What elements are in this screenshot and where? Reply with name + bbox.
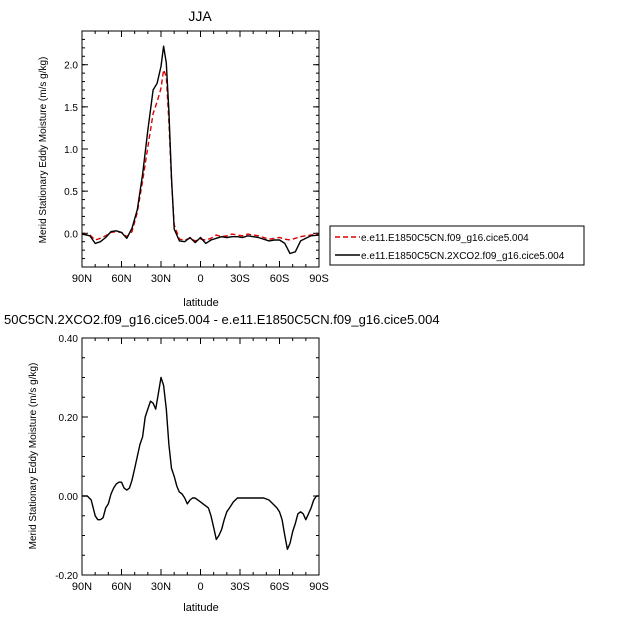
x-tick-label: 30N <box>151 273 171 285</box>
bottom-axis-ticks: 90N 60N 30N 0 30S 60S 90S -0.20 0.00 0.20 0.40 <box>55 334 329 593</box>
bottom-y-axis-label: Merid Stationary Eddy Moisture (m/s g/kg… <box>28 363 39 550</box>
bottom-panel: 50C5CN.2XCO2.f09_g16.cice5.004 - e.e11.E… <box>4 312 440 614</box>
y-tick-label: 0.5 <box>64 187 78 198</box>
top-plot-frame <box>81 30 320 268</box>
x-tick-label: 90S <box>309 581 329 593</box>
x-tick-label: 90N <box>72 581 92 593</box>
y-tick-label: 0.40 <box>59 334 79 345</box>
bottom-chart-title: 50C5CN.2XCO2.f09_g16.cice5.004 - e.e11.E… <box>4 312 440 327</box>
bottom-x-axis-label: latitude <box>183 602 218 614</box>
y-tick-label: 1.0 <box>64 145 78 156</box>
x-tick-label: 60S <box>270 273 290 285</box>
top-panel: JJA Merid Stationary Eddy Moisture (m/s … <box>38 8 329 309</box>
top-y-axis-label: Merid Stationary Eddy Moisture (m/s g/kg… <box>38 57 49 244</box>
x-tick-label: 30S <box>230 581 250 593</box>
top-axis-ticks: 90N 60N 30N 0 30S 60S 90S 0.0 0.5 1.0 1.5 2.0 <box>64 30 329 285</box>
legend-box <box>329 225 585 266</box>
bottom-series-lines <box>82 376 319 550</box>
legend-label-2xco2: e.e11.E1850C5CN.2XCO2.f09_g16.cice5.004 <box>361 251 565 262</box>
x-tick-label: 60N <box>111 273 131 285</box>
top-series-lines <box>81 45 320 255</box>
x-tick-label: 30S <box>230 273 250 285</box>
legend-label-control: e.e11.E1850C5CN.f09_g16.cice5.004 <box>361 233 529 244</box>
x-tick-label: 60N <box>111 581 131 593</box>
x-tick-label: 0 <box>197 581 203 593</box>
x-tick-label: 60S <box>270 581 290 593</box>
y-tick-label: -0.20 <box>55 571 78 582</box>
y-tick-label: 0.0 <box>64 229 78 240</box>
x-tick-label: 0 <box>197 273 203 285</box>
x-tick-label: 30N <box>151 581 171 593</box>
top-series-line-1 <box>81 45 320 255</box>
y-tick-label: 1.5 <box>64 103 78 114</box>
legend: e.e11.E1850C5CN.f09_g16.cice5.004 e.e11.… <box>329 225 585 266</box>
bottom-series-line-0 <box>82 376 319 550</box>
x-tick-label: 90S <box>309 273 329 285</box>
bottom-plot-frame <box>81 337 320 576</box>
x-tick-label: 90N <box>72 273 92 285</box>
top-x-axis-label: latitude <box>183 297 218 309</box>
y-tick-label: 0.20 <box>59 413 79 424</box>
top-chart-title: JJA <box>188 8 212 24</box>
y-tick-label: 2.0 <box>64 61 78 72</box>
y-tick-label: 0.00 <box>59 492 79 503</box>
top-series-line-0 <box>81 69 320 242</box>
